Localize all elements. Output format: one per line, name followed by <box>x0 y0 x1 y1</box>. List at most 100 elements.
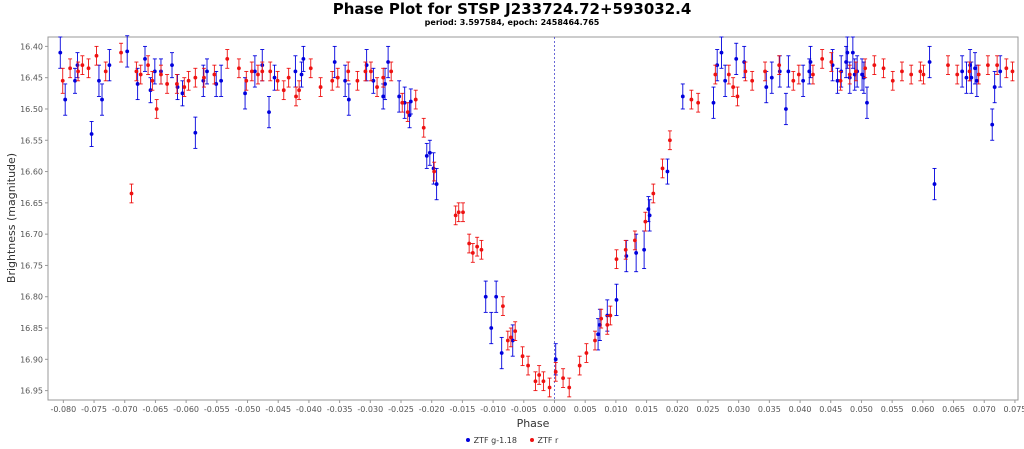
point-marker <box>526 363 530 368</box>
point-marker <box>397 94 402 99</box>
point-marker <box>461 210 465 215</box>
point-marker <box>494 294 499 299</box>
point-marker <box>986 63 990 68</box>
chart-title: Phase Plot for STSP J233724.72+593032.4 <box>332 0 692 18</box>
point-marker <box>489 326 494 330</box>
data-point <box>405 102 410 122</box>
point-marker <box>256 72 260 77</box>
data-point <box>932 167 937 201</box>
data-point <box>343 64 348 97</box>
point-marker <box>363 69 368 74</box>
data-point <box>541 371 546 392</box>
point-marker <box>838 78 843 83</box>
data-point <box>726 64 731 85</box>
data-point <box>413 89 418 110</box>
data-point <box>170 52 175 79</box>
x-tick-label: -0.055 <box>204 405 230 414</box>
data-point <box>985 55 990 76</box>
x-tick-label: -0.040 <box>296 405 322 414</box>
point-marker <box>427 150 432 155</box>
point-marker <box>499 351 504 355</box>
point-marker <box>268 69 273 74</box>
x-tick-label: -0.075 <box>81 405 107 414</box>
data-point <box>267 96 272 129</box>
point-marker <box>371 78 376 83</box>
point-marker <box>193 130 198 135</box>
x-tick-label: 0.020 <box>666 405 689 414</box>
point-marker <box>665 169 670 174</box>
point-marker <box>479 247 484 252</box>
data-point <box>881 58 886 79</box>
data-point <box>990 108 995 141</box>
data-point <box>400 92 405 113</box>
data-point <box>1010 61 1015 82</box>
x-tick-label: 0.015 <box>635 405 658 414</box>
point-marker <box>513 329 518 334</box>
point-marker <box>845 50 850 55</box>
point-marker <box>301 57 306 61</box>
legend-label-g: ZTF g-1.18 <box>473 436 517 445</box>
data-point <box>660 158 665 179</box>
data-point <box>89 121 94 147</box>
data-point <box>605 315 610 335</box>
point-marker <box>734 57 739 61</box>
data-point <box>526 355 531 376</box>
point-marker <box>909 72 914 77</box>
point-marker <box>872 63 877 68</box>
point-marker <box>927 60 932 64</box>
data-point <box>371 67 376 94</box>
point-marker <box>624 254 629 258</box>
point-marker <box>175 85 180 89</box>
data-point <box>397 80 402 113</box>
point-marker <box>332 60 337 64</box>
point-marker <box>769 75 774 80</box>
point-marker <box>219 78 224 83</box>
point-marker <box>960 69 965 74</box>
point-marker <box>103 69 108 74</box>
point-marker <box>955 72 960 77</box>
point-marker <box>614 257 619 262</box>
point-marker <box>547 385 552 390</box>
point-marker <box>73 78 77 83</box>
data-point <box>608 305 613 326</box>
data-point <box>801 64 806 97</box>
point-marker <box>918 69 923 74</box>
data-point <box>138 64 143 85</box>
point-marker <box>244 78 249 83</box>
point-marker <box>75 63 80 68</box>
data-point <box>255 64 260 85</box>
x-tick-label: -0.025 <box>388 405 414 414</box>
point-marker <box>275 78 280 83</box>
point-marker <box>421 125 426 130</box>
point-marker <box>1004 66 1009 71</box>
point-marker <box>608 313 613 318</box>
point-marker <box>386 60 391 64</box>
data-point <box>434 167 439 201</box>
data-point <box>561 368 566 388</box>
point-marker <box>599 316 604 321</box>
data-point <box>835 67 840 94</box>
data-point <box>829 52 834 72</box>
chart-subtitle: period: 3.597584, epoch: 2458464.765 <box>424 18 600 27</box>
point-marker <box>865 100 869 105</box>
x-axis: -0.080 -0.075 -0.070 -0.065 -0.060 -0.055 -0.0… <box>50 400 1024 414</box>
point-marker <box>100 97 104 102</box>
point-marker <box>381 94 386 99</box>
point-marker <box>225 57 230 61</box>
point-marker <box>135 82 140 86</box>
data-point <box>796 64 801 85</box>
data-point <box>134 61 139 82</box>
point-marker <box>553 357 558 362</box>
data-point <box>955 64 960 85</box>
point-marker <box>680 94 685 99</box>
point-marker <box>723 78 728 83</box>
data-point <box>513 321 518 341</box>
data-point <box>408 88 413 115</box>
x-tick-label: 0.060 <box>911 405 934 414</box>
data-point <box>808 45 813 79</box>
point-marker <box>483 294 488 299</box>
data-point <box>249 61 254 82</box>
point-marker <box>932 182 937 186</box>
data-point <box>467 233 472 254</box>
point-marker <box>154 107 159 111</box>
